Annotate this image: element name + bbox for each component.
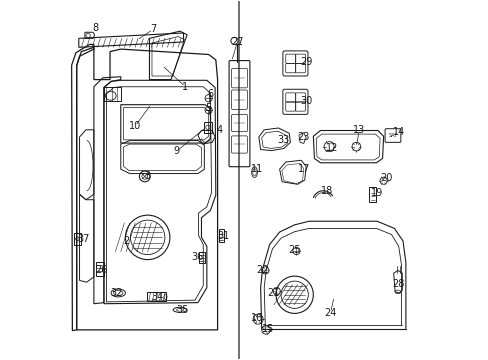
Text: 1: 1 bbox=[182, 82, 188, 92]
Text: 36: 36 bbox=[191, 252, 203, 262]
Text: 2: 2 bbox=[123, 236, 129, 246]
Text: 9: 9 bbox=[173, 146, 179, 156]
Text: 7: 7 bbox=[150, 24, 156, 35]
Text: 14: 14 bbox=[392, 127, 404, 136]
Text: 5: 5 bbox=[205, 103, 211, 113]
Text: 17: 17 bbox=[297, 164, 309, 174]
Text: 20: 20 bbox=[379, 173, 391, 183]
Text: 8: 8 bbox=[92, 23, 99, 33]
Text: 10: 10 bbox=[129, 121, 141, 131]
Text: 27: 27 bbox=[231, 37, 243, 47]
Text: 37: 37 bbox=[77, 234, 89, 244]
Text: 31: 31 bbox=[216, 231, 229, 240]
Text: 28: 28 bbox=[392, 279, 404, 289]
Text: 4: 4 bbox=[216, 125, 222, 135]
Text: 13: 13 bbox=[352, 125, 365, 135]
Text: 22: 22 bbox=[256, 265, 268, 275]
Text: 11: 11 bbox=[250, 164, 263, 174]
Text: 6: 6 bbox=[207, 89, 213, 99]
Text: 24: 24 bbox=[324, 308, 336, 318]
Text: 34: 34 bbox=[151, 292, 163, 302]
Text: 23: 23 bbox=[297, 132, 309, 142]
Text: SAF: SAF bbox=[387, 133, 397, 138]
Text: 32: 32 bbox=[110, 288, 122, 298]
Text: 35: 35 bbox=[176, 305, 189, 315]
Text: 3: 3 bbox=[144, 171, 150, 181]
Text: 33: 33 bbox=[277, 135, 289, 145]
Text: 16: 16 bbox=[250, 313, 263, 323]
Text: 18: 18 bbox=[320, 186, 332, 196]
Text: 19: 19 bbox=[370, 188, 383, 198]
Text: 21: 21 bbox=[266, 288, 279, 298]
Text: 12: 12 bbox=[325, 143, 338, 153]
Text: 30: 30 bbox=[300, 96, 312, 106]
Text: 26: 26 bbox=[95, 265, 108, 275]
Text: 25: 25 bbox=[288, 245, 300, 255]
Text: 29: 29 bbox=[299, 57, 312, 67]
Text: 15: 15 bbox=[261, 324, 273, 334]
